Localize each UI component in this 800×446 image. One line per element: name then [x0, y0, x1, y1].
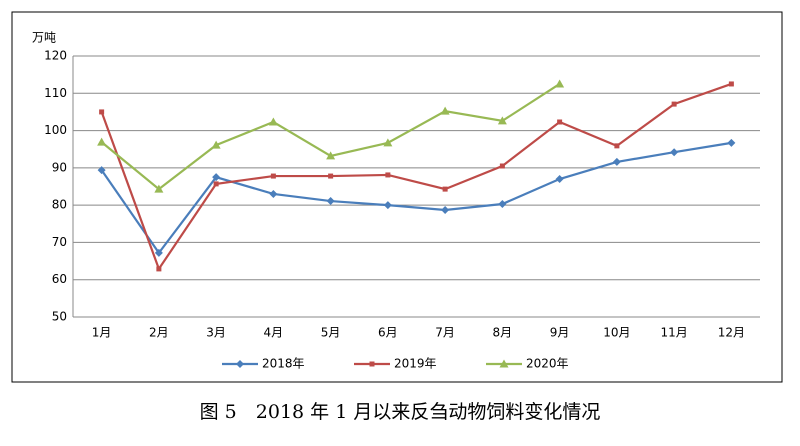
point — [499, 163, 505, 169]
y-tick-label: 50 — [52, 310, 67, 324]
point — [612, 157, 621, 166]
x-tick-label: 3月 — [206, 326, 226, 340]
point — [369, 361, 375, 367]
x-tick-label: 11月 — [660, 326, 687, 340]
point — [269, 189, 278, 198]
point — [442, 186, 448, 192]
point — [385, 172, 391, 178]
point — [212, 173, 221, 182]
point — [557, 119, 563, 125]
point — [728, 81, 734, 87]
series-line — [100, 82, 732, 272]
series-line — [100, 141, 732, 255]
x-tick-label: 9月 — [550, 326, 570, 340]
point — [383, 138, 393, 147]
point — [441, 205, 450, 214]
x-tick-label: 6月 — [378, 326, 398, 340]
point — [328, 173, 334, 179]
point — [97, 137, 107, 146]
point — [727, 138, 736, 147]
point — [326, 197, 335, 206]
x-tick-label: 10月 — [603, 326, 630, 340]
point — [440, 106, 450, 115]
y-tick-label: 110 — [44, 86, 67, 100]
legend-label: 2020年 — [526, 357, 569, 371]
x-tick-label: 12月 — [718, 326, 745, 340]
point — [497, 116, 507, 125]
series-line — [100, 83, 561, 191]
y-tick-label: 100 — [44, 123, 67, 137]
x-tick-label: 2月 — [149, 326, 169, 340]
point — [498, 200, 507, 209]
point — [156, 266, 162, 272]
caption: 图 5 2018 年 1 月以来反刍动物饲料变化情况 — [200, 401, 601, 423]
x-tick-label: 1月 — [92, 326, 112, 340]
x-tick-label: 7月 — [435, 326, 455, 340]
point — [555, 79, 565, 88]
point — [270, 173, 276, 179]
point — [499, 359, 509, 368]
point — [154, 184, 164, 193]
point — [268, 117, 278, 126]
point — [614, 143, 620, 149]
y-tick-label: 70 — [52, 235, 67, 249]
point — [154, 248, 163, 257]
chart-frame — [11, 11, 783, 383]
x-tick-label: 4月 — [264, 326, 284, 340]
point — [236, 360, 244, 368]
point — [97, 166, 106, 175]
point — [670, 148, 679, 157]
y-tick-label: 60 — [52, 272, 67, 286]
legend-label: 2019年 — [394, 357, 437, 371]
point — [555, 175, 564, 184]
x-tick-label: 8月 — [493, 326, 513, 340]
point — [99, 109, 105, 115]
y-tick-label: 90 — [52, 160, 67, 174]
y-axis-label: 万吨 — [32, 31, 56, 45]
point — [213, 181, 219, 187]
x-tick-label: 5月 — [321, 326, 341, 340]
legend-label: 2018年 — [262, 357, 305, 371]
point — [671, 101, 677, 107]
point — [383, 201, 392, 210]
point — [326, 151, 336, 160]
y-tick-label: 120 — [44, 49, 67, 63]
y-tick-label: 80 — [52, 198, 67, 212]
point — [211, 140, 221, 149]
